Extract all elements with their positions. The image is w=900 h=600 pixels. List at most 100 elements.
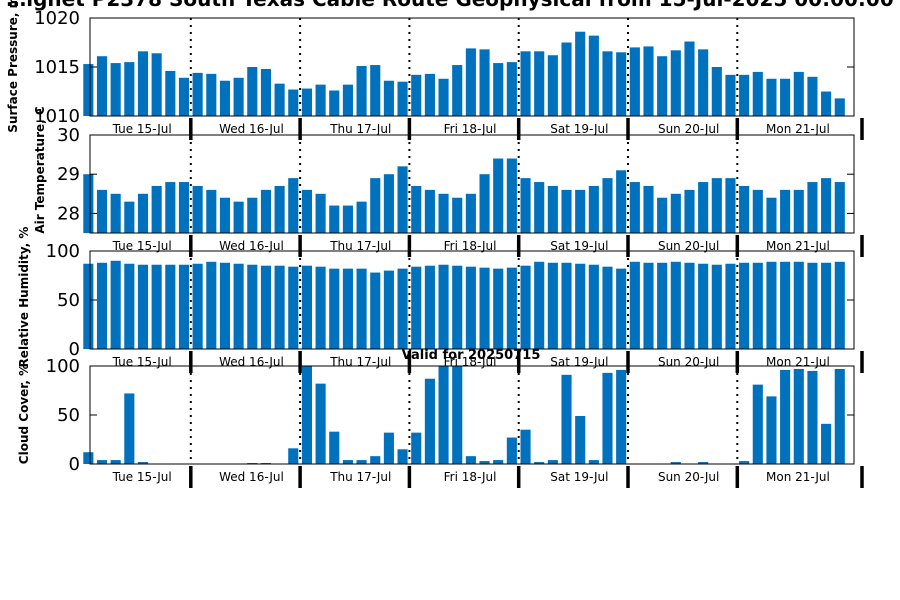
cloud-cover-day-label: Mon 21-Jul xyxy=(766,470,830,484)
surface-pressure-bar xyxy=(438,78,449,116)
air-temperature-bar xyxy=(752,189,763,233)
cloud-cover-bar xyxy=(821,423,832,464)
relative-humidity-day-label: Sat 19-Jul xyxy=(550,355,608,369)
panel-cloud-cover: 0 50 100 Tue 15-Jul Wed 16-Jul Thu 17-Jul Fri … xyxy=(17,356,864,488)
relative-humidity-bar xyxy=(151,264,162,349)
surface-pressure-bar xyxy=(397,81,408,116)
air-temperature-bar xyxy=(397,166,408,233)
cloud-cover-day-label: Sat 19-Jul xyxy=(550,470,608,484)
surface-pressure-ytick-label: 1010 xyxy=(34,106,80,127)
air-temperature-bar xyxy=(725,178,736,233)
surface-pressure-bar xyxy=(178,77,190,116)
surface-pressure-bar xyxy=(739,74,750,116)
surface-pressure-bar xyxy=(452,65,463,116)
relative-humidity-day-label: Mon 21-Jul xyxy=(766,355,830,369)
surface-pressure-bar xyxy=(506,62,517,116)
relative-humidity-bar xyxy=(452,265,463,349)
air-temperature-bar xyxy=(670,193,681,233)
relative-humidity-bar xyxy=(247,264,258,349)
air-temperature-bar xyxy=(698,182,709,233)
air-temperature-axes-frame xyxy=(89,134,855,234)
air-temperature-bar xyxy=(834,182,845,233)
air-temperature-bar xyxy=(711,178,722,233)
surface-pressure-bar xyxy=(383,80,394,116)
air-temperature-day-label: Wed 16-Jul xyxy=(219,239,284,253)
relative-humidity-bar xyxy=(329,268,340,349)
relative-humidity-bar xyxy=(780,261,791,349)
air-temperature-bar xyxy=(83,174,94,233)
relative-humidity-ytick-label: 50 xyxy=(57,290,80,311)
surface-pressure-bar xyxy=(301,88,312,116)
cloud-cover-bar xyxy=(329,431,340,464)
surface-pressure-day-label: Mon 21-Jul xyxy=(766,122,830,136)
air-temperature-bar xyxy=(479,174,490,233)
cloud-cover-axes-frame xyxy=(89,365,855,465)
air-temperature-day-label: Mon 21-Jul xyxy=(766,239,830,253)
relative-humidity-bar xyxy=(561,262,572,349)
cloud-cover-bar xyxy=(288,448,299,464)
relative-humidity-bar xyxy=(370,272,381,349)
air-temperature-bar xyxy=(616,170,627,233)
surface-pressure-ylabel: Surface Pressure, mb xyxy=(6,0,20,133)
cloud-cover-bar xyxy=(479,461,490,464)
air-temperature-bar xyxy=(370,178,381,233)
chart-panels: 1010 1015 1020 Tue 15-Jul Wed 16-Jul Thu 17-J… xyxy=(6,0,864,488)
surface-pressure-bar xyxy=(588,35,599,116)
air-temperature-bar xyxy=(602,178,613,233)
surface-pressure-bar xyxy=(96,56,108,116)
surface-pressure-day-label: Fri 18-Jul xyxy=(444,122,497,136)
surface-pressure-bar xyxy=(288,89,299,116)
cloud-cover-bar xyxy=(370,456,381,464)
surface-pressure-bar xyxy=(219,80,231,116)
relative-humidity-bar xyxy=(206,261,217,349)
relative-humidity-bar xyxy=(766,261,777,349)
relative-humidity-bar xyxy=(643,262,654,349)
surface-pressure-bar xyxy=(643,46,654,116)
relative-humidity-bar xyxy=(834,261,845,349)
air-temperature-bar xyxy=(807,182,818,233)
surface-pressure-day-label: Tue 15-Jul xyxy=(112,122,172,136)
relative-humidity-ytick-label: 0 xyxy=(69,339,80,360)
surface-pressure-bar xyxy=(192,72,203,116)
air-temperature-day-label: Tue 15-Jul xyxy=(112,239,172,253)
relative-humidity-bar xyxy=(821,262,832,349)
air-temperature-bar xyxy=(493,158,504,233)
cloud-cover-bar xyxy=(493,460,504,464)
cloud-cover-bar xyxy=(465,456,476,464)
surface-pressure-day-label: Thu 17-Jul xyxy=(329,122,391,136)
air-temperature-ytick-label: 30 xyxy=(57,125,80,146)
relative-humidity-bar xyxy=(698,263,709,349)
air-temperature-ytick-label: 28 xyxy=(57,203,80,224)
air-temperature-day-label: Sat 19-Jul xyxy=(550,239,608,253)
relative-humidity-bar xyxy=(438,264,449,349)
air-temperature-bar xyxy=(383,174,394,233)
relative-humidity-bar xyxy=(588,264,599,349)
relative-humidity-bar xyxy=(301,265,312,349)
relative-humidity-bar xyxy=(424,265,435,349)
surface-pressure-bar xyxy=(260,68,271,116)
surface-pressure-bar xyxy=(233,77,244,116)
surface-pressure-bar xyxy=(137,51,149,116)
cloud-cover-bar xyxy=(110,460,121,464)
cloud-cover-day-label: Fri 18-Jul xyxy=(444,470,497,484)
cloud-cover-bar xyxy=(315,383,326,464)
cloud-cover-ylabel: Cloud Cover, % xyxy=(17,364,31,464)
surface-pressure-bar xyxy=(766,78,777,116)
relative-humidity-bar xyxy=(219,262,231,349)
surface-pressure-bar xyxy=(151,53,162,116)
surface-pressure-bar xyxy=(807,76,818,116)
surface-pressure-bar xyxy=(465,48,476,116)
cloud-cover-bar xyxy=(96,460,108,464)
cloud-cover-bar xyxy=(739,461,750,464)
cloud-cover-bar xyxy=(547,460,558,464)
air-temperature-bar xyxy=(629,182,640,233)
relative-humidity-day-label: Sun 20-Jul xyxy=(658,355,719,369)
relative-humidity-bar xyxy=(274,265,285,349)
surface-pressure-bar xyxy=(575,31,586,116)
relative-humidity-day-label: Thu 17-Jul xyxy=(329,355,391,369)
cloud-cover-bar xyxy=(752,384,763,464)
relative-humidity-bar xyxy=(479,267,490,349)
relative-humidity-bar xyxy=(739,262,750,349)
air-temperature-day-label: Fri 18-Jul xyxy=(444,239,497,253)
air-temperature-bar xyxy=(342,205,353,233)
